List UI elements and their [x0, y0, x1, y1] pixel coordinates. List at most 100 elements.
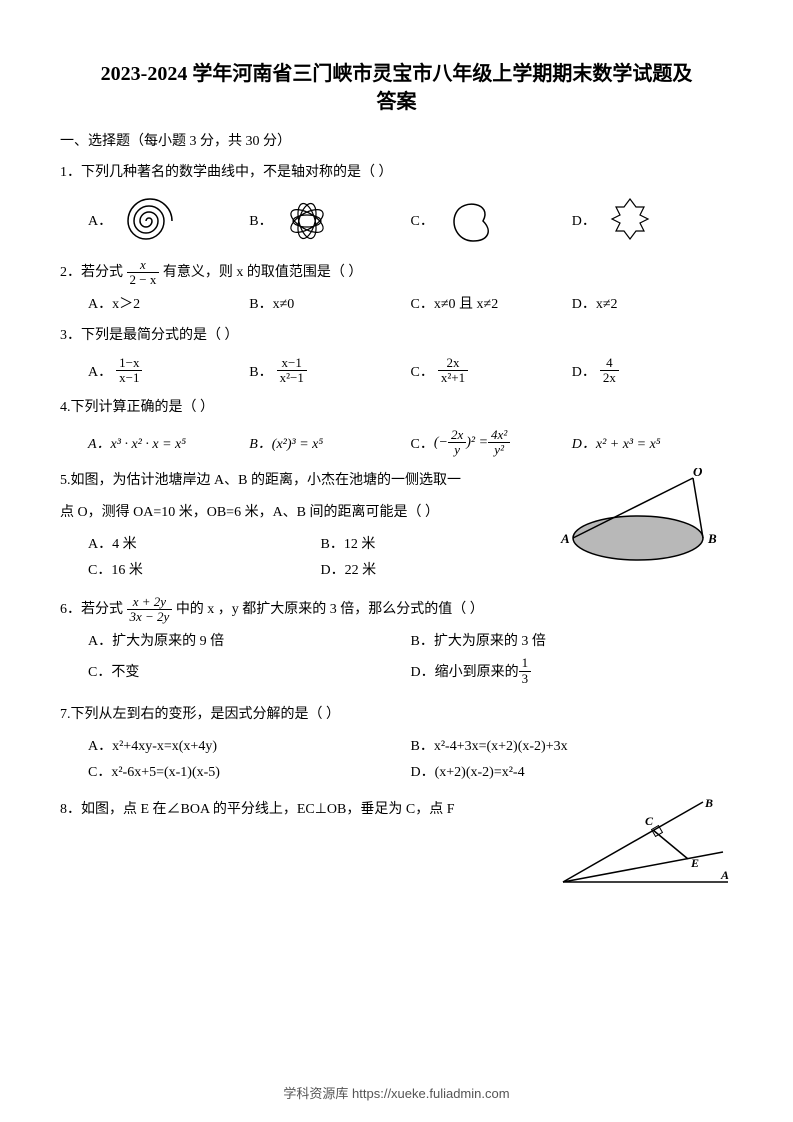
- q2-opt-a: A．x＞2: [88, 293, 249, 313]
- q7-opt-c-label: C．x²-6x+5=(x-1)(x-5): [88, 761, 220, 781]
- q8-text: 8．如图，点 E 在∠BOA 的平分线上，EC⊥OB，垂足为 C，点 F: [60, 797, 553, 824]
- q3-opt-c-label: C．: [411, 361, 434, 381]
- q6-opt-b-label: B．扩大为原来的 3 倍: [411, 630, 546, 650]
- q5-opt-a: A．4 米: [88, 533, 321, 553]
- q2-opt-d: D．x≠2: [572, 293, 733, 313]
- q6-opt-a: A．扩大为原来的 9 倍: [88, 630, 411, 650]
- q7-opt-b: B．x²-4+3x=(x+2)(x-2)+3x: [411, 735, 734, 755]
- q1-options: A． B． C． D．: [60, 193, 733, 248]
- q1-opt-b: B．: [249, 193, 410, 248]
- title-line1: 2023-2024 学年河南省三门峡市灵宝市八年级上学期期末数学试题及: [60, 60, 733, 88]
- q4-opt-b-label: B．(x²)³ = x⁵: [249, 433, 323, 453]
- q3-opt-a: A． 1−xx−1: [88, 356, 249, 386]
- q4-text: 4.下列计算正确的是（ ）: [60, 395, 733, 422]
- frac-den: x²−1: [277, 371, 307, 385]
- q6-frac-num: x + 2y: [127, 595, 173, 610]
- section-heading: 一、选择题（每小题 3 分，共 30 分）: [60, 130, 733, 150]
- q6-text-post: 中的 x ，y 都扩大原来的 3 倍，那么分式的值（ ）: [176, 602, 484, 617]
- q7-opt-d: D．(x+2)(x-2)=x²-4: [411, 761, 734, 781]
- fig-label-a: A: [560, 531, 570, 546]
- q5-text2: 点 O，测得 OA=10 米，OB=6 米，A、B 间的距离可能是（ ）: [60, 500, 553, 527]
- q6-opt-d-frac: 13: [519, 656, 532, 686]
- fig-label-o: O: [693, 468, 703, 479]
- q2-options: A．x＞2 B．x≠0 C．x≠0 且 x≠2 D．x≠2: [60, 293, 733, 313]
- fig-label-b: B: [704, 797, 713, 810]
- fig-label-a: A: [720, 868, 729, 882]
- q3-opt-d-label: D．: [572, 361, 596, 381]
- q1-opt-a-label: A．: [88, 210, 112, 230]
- q1-opt-c-label: C．: [411, 210, 434, 230]
- q1-opt-c: C．: [411, 193, 572, 248]
- fig-label-c: C: [645, 814, 654, 828]
- q3-opt-d-frac: 42x: [600, 356, 619, 386]
- q2-opt-c: C．x≠0 且 x≠2: [411, 293, 572, 313]
- q5-opt-b-label: B．12 米: [321, 533, 376, 553]
- q4-opt-d-label: D．x² + x³ = x⁵: [572, 433, 661, 453]
- frac-den: 3: [519, 672, 532, 686]
- frac-den: x²+1: [438, 371, 468, 385]
- q6-opt-b: B．扩大为原来的 3 倍: [411, 630, 734, 650]
- q5-row: 5.如图，为估计池塘岸边 A、B 的距离，小杰在池塘的一侧选取一 点 O，测得 …: [60, 468, 733, 595]
- koch-snowflake-icon: [600, 193, 660, 248]
- fig-label-e: E: [690, 856, 699, 870]
- q1-opt-a: A．: [88, 193, 249, 248]
- q4-opt-d: D．x² + x³ = x⁵: [572, 428, 733, 458]
- q7-opt-a: A．x²+4xy-x=x(x+4y): [88, 735, 411, 755]
- q6-frac-den: 3x − 2y: [127, 610, 173, 624]
- q6-opt-c: C．不变: [88, 656, 411, 686]
- q4-optc-frac1: 2xy: [448, 428, 466, 458]
- q2-frac-den: 2 − x: [127, 273, 160, 287]
- q4-opt-c-label: C．: [411, 433, 434, 453]
- q3-opt-b-label: B．: [249, 361, 272, 381]
- q4-optc-pre: (−: [434, 435, 448, 451]
- q5-opt-c: C．16 米: [88, 559, 321, 579]
- q1-opt-d-label: D．: [572, 210, 596, 230]
- q3-opt-a-frac: 1−xx−1: [116, 356, 142, 386]
- frac-den: y: [448, 443, 466, 457]
- q5-opt-d: D．22 米: [321, 559, 554, 579]
- q4-options: A．x³ · x² · x = x⁵ B．(x²)³ = x⁵ C． (− 2x…: [60, 428, 733, 458]
- q1-opt-b-label: B．: [249, 210, 272, 230]
- q5-opt-a-label: A．4 米: [88, 533, 137, 553]
- q6-text-pre: 6．若分式: [60, 602, 127, 617]
- q4-opt-a-label: A．x³ · x² · x = x⁵: [88, 433, 186, 453]
- q6-opt-d-label: D．缩小到原来的: [411, 661, 519, 681]
- frac-num: 1−x: [116, 356, 142, 371]
- q3-opt-b: B． x−1x²−1: [249, 356, 410, 386]
- frac-num: 4x²: [488, 428, 510, 443]
- q2-opt-a-label: A．x＞2: [88, 293, 140, 313]
- q2-frac-num: x: [127, 258, 160, 273]
- frac-num: 2x: [438, 356, 468, 371]
- q7-opt-b-label: B．x²-4+3x=(x+2)(x-2)+3x: [411, 735, 568, 755]
- q2-opt-c-label: C．x≠0 且 x≠2: [411, 293, 499, 313]
- q6-opt-a-label: A．扩大为原来的 9 倍: [88, 630, 224, 650]
- q6-text: 6．若分式 x + 2y 3x − 2y 中的 x ，y 都扩大原来的 3 倍，…: [60, 595, 733, 625]
- q3-opt-d: D． 42x: [572, 356, 733, 386]
- spiral-icon: [116, 193, 176, 248]
- q5-text1: 5.如图，为估计池塘岸边 A、B 的距离，小杰在池塘的一侧选取一: [60, 468, 553, 495]
- butterfly-icon: [277, 193, 337, 248]
- q7-text: 7.下列从左到右的变形，是因式分解的是（ ）: [60, 702, 733, 729]
- fig-label-b: B: [707, 531, 717, 546]
- q5-figure: O A B: [553, 468, 733, 568]
- q6-opt-d: D．缩小到原来的 13: [411, 656, 734, 686]
- q4-opt-a: A．x³ · x² · x = x⁵: [88, 428, 249, 458]
- q6-options: A．扩大为原来的 9 倍 B．扩大为原来的 3 倍 C．不变 D．缩小到原来的 …: [60, 630, 733, 692]
- q2-opt-d-label: D．x≠2: [572, 293, 618, 313]
- q7-options: A．x²+4xy-x=x(x+4y) B．x²-4+3x=(x+2)(x-2)+…: [60, 735, 733, 787]
- cardioid-icon: [438, 193, 498, 248]
- frac-den: 2x: [600, 371, 619, 385]
- page-footer: 学科资源库 https://xueke.fuliadmin.com: [0, 1083, 793, 1102]
- q2-text-post: 有意义，则 x 的取值范围是（ ）: [163, 265, 363, 280]
- frac-den: y²: [488, 443, 510, 457]
- frac-den: x−1: [116, 371, 142, 385]
- q5-opt-d-label: D．22 米: [321, 559, 377, 579]
- q7-opt-c: C．x²-6x+5=(x-1)(x-5): [88, 761, 411, 781]
- q2-text: 2．若分式 x 2 − x 有意义，则 x 的取值范围是（ ）: [60, 258, 733, 288]
- frac-num: 4: [600, 356, 619, 371]
- q1-opt-d: D．: [572, 193, 733, 248]
- q3-opt-c-frac: 2xx²+1: [438, 356, 468, 386]
- q3-opt-b-frac: x−1x²−1: [277, 356, 307, 386]
- q2-opt-b-label: B．x≠0: [249, 293, 294, 313]
- q3-text: 3．下列是最简分式的是（ ）: [60, 323, 733, 350]
